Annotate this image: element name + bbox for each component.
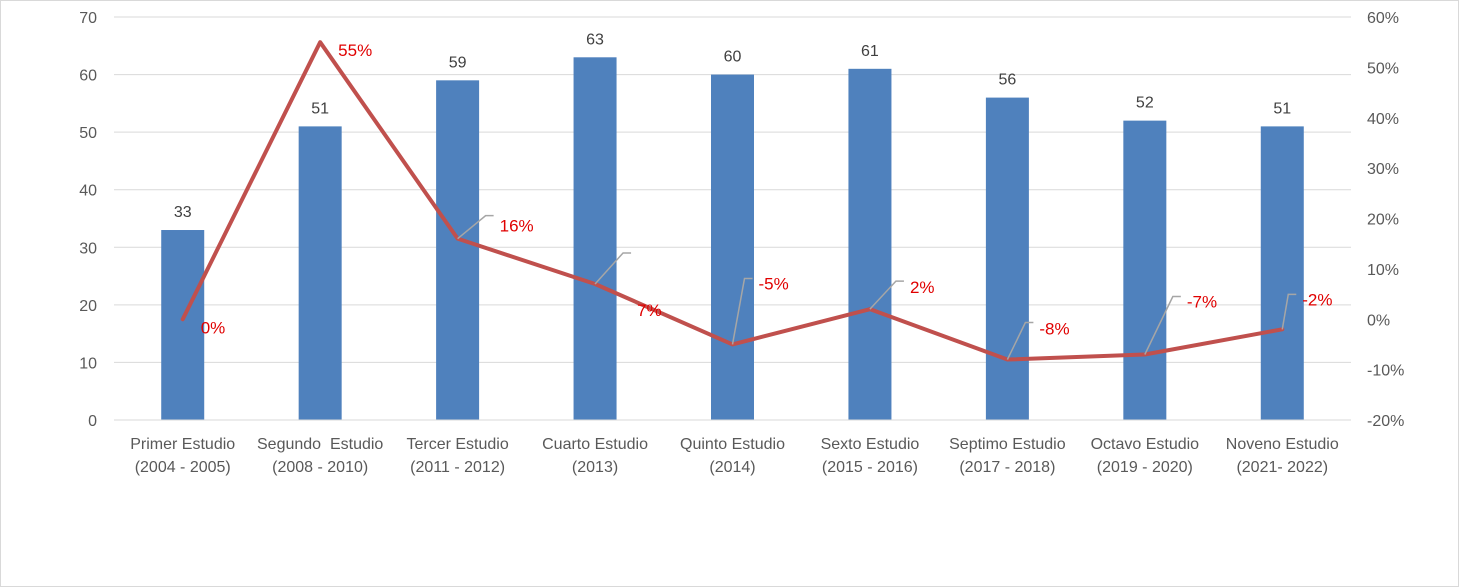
x-axis: Primer Estudio (2004 - 2005) Segundo Estud… [114, 419, 1351, 476]
line-value-label: 55% [338, 41, 372, 60]
line-value-label: -8% [1039, 320, 1069, 339]
line-value-label: 7% [637, 301, 662, 320]
right-y-axis: -20% -10% 0% 10% 20% 30% 40% 50% 60% [1367, 10, 1404, 430]
x-axis-category-label: (2011 - 2012) [410, 459, 505, 476]
bar-value-label: 52 [1136, 95, 1154, 112]
x-axis-category-label: (2019 - 2020) [1097, 459, 1193, 476]
right-axis-tick-label: 50% [1367, 60, 1399, 77]
x-axis-category-label: Septimo Estudio [949, 436, 1066, 453]
bar [985, 97, 1029, 420]
x-axis-category-label: (2015 - 2016) [822, 459, 918, 476]
x-axis-category-label: (2021- 2022) [1236, 459, 1328, 476]
x-axis-category-label: (2014) [709, 459, 755, 476]
line-value-label: 16% [500, 217, 534, 236]
bar-value-label: 33 [174, 204, 192, 221]
right-axis-tick-label: 10% [1367, 262, 1399, 279]
right-axis-tick-label: -10% [1367, 363, 1404, 380]
bar [436, 80, 480, 420]
x-axis-category-label: (2017 - 2018) [959, 459, 1055, 476]
x-axis-category-label: Tercer Estudio [406, 436, 508, 453]
label-leader-line [594, 252, 632, 285]
line-value-label: 2% [910, 278, 935, 297]
label-leader-line [731, 277, 753, 345]
x-axis-category-label: Noveno Estudio [1226, 436, 1339, 453]
label-leader-line [457, 214, 494, 240]
bar-value-label: 56 [998, 72, 1016, 89]
bar [1260, 126, 1304, 420]
bar-value-label: 61 [861, 43, 879, 60]
line-value-label: -2% [1302, 290, 1332, 309]
right-axis-tick-label: 60% [1367, 10, 1399, 27]
x-axis-category-label: (2004 - 2005) [135, 459, 231, 476]
left-axis-tick-label: 70 [79, 10, 97, 27]
left-y-axis: 0 10 20 30 40 50 60 70 [79, 10, 97, 430]
x-axis-category-label: Segundo Estudio [257, 436, 383, 453]
label-leader-line [1281, 293, 1297, 330]
bar [298, 126, 342, 420]
bar [573, 57, 617, 421]
bar-value-label: 51 [311, 100, 329, 117]
right-axis-tick-label: 40% [1367, 111, 1399, 128]
label-leader-line [1144, 295, 1181, 355]
right-axis-tick-label: 30% [1367, 161, 1399, 178]
bar-value-label: 60 [724, 49, 742, 66]
x-axis-category-label: (2008 - 2010) [272, 459, 368, 476]
bar [161, 230, 205, 420]
x-axis-category-label: Cuarto Estudio [542, 436, 648, 453]
x-axis-category-label: Primer Estudio [130, 436, 235, 453]
bar [1123, 120, 1167, 420]
x-axis-category-label: (2013) [572, 459, 618, 476]
x-axis-category-label: Quinto Estudio [680, 436, 785, 453]
line-value-label: -5% [759, 274, 789, 293]
x-axis-category-label: Sexto Estudio [821, 436, 920, 453]
label-leader-line [1006, 321, 1034, 360]
x-axis-category-label: Octavo Estudio [1091, 436, 1200, 453]
left-axis-tick-label: 30 [79, 240, 97, 257]
bar-value-label: 63 [586, 31, 604, 48]
left-axis-tick-label: 60 [79, 68, 97, 85]
left-axis-tick-label: 0 [88, 413, 97, 430]
left-axis-tick-label: 50 [79, 125, 97, 142]
left-axis-tick-label: 40 [79, 183, 97, 200]
line-value-label: 0% [201, 318, 226, 337]
bar-value-label: 59 [449, 54, 467, 71]
bar [711, 74, 754, 421]
left-axis-tick-label: 10 [79, 355, 97, 372]
line-value-label: -7% [1187, 293, 1217, 312]
line-label-leaders [457, 214, 1297, 360]
line-data-labels: 0% 55% 16% 7% -5% 2% -8% -7% -2% [201, 41, 1333, 338]
right-axis-tick-label: -20% [1367, 413, 1404, 430]
bar-data-labels: 33 51 59 63 60 61 56 52 51 [174, 31, 1291, 221]
label-leader-line [869, 280, 904, 310]
bar [848, 68, 892, 421]
left-axis-tick-label: 20 [79, 298, 97, 315]
right-axis-tick-label: 20% [1367, 212, 1399, 229]
bar-series [161, 57, 1304, 421]
right-axis-tick-label: 0% [1367, 312, 1390, 329]
bar-value-label: 51 [1273, 100, 1291, 117]
